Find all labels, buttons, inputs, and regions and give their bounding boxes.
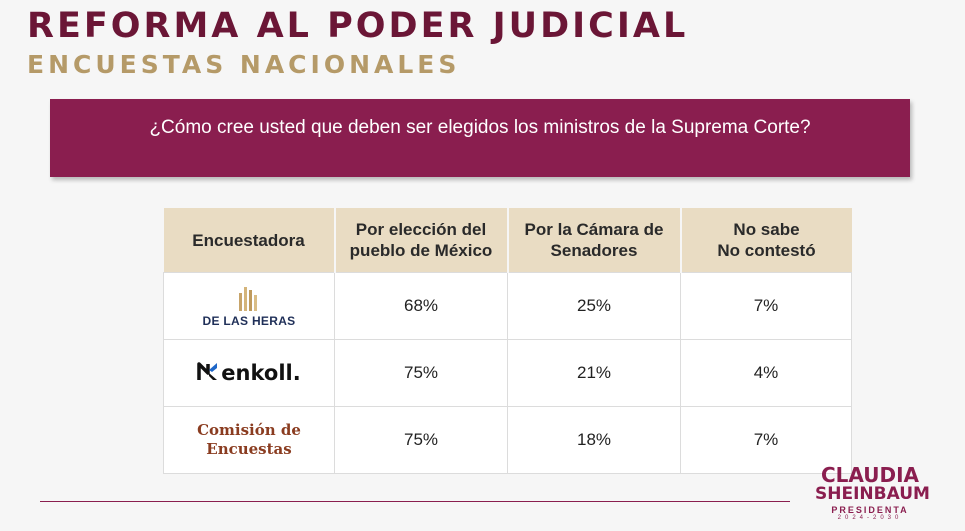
brand-years: 2024-2030 (837, 515, 903, 521)
pollster-cell: DE LAS HERAS (163, 272, 335, 340)
comision-de-encuestas-logo: Comisión de Encuestas (165, 421, 333, 459)
pollster-cell: Comisión de Encuestas (163, 406, 335, 474)
noanswer-value: 7% (680, 406, 852, 474)
popular-value: 68% (334, 272, 508, 340)
de-las-heras-logo: DE LAS HERAS (165, 285, 333, 328)
pollster-cell: enkoll. (163, 339, 335, 407)
popular-value: 75% (334, 406, 508, 474)
columns-icon (237, 285, 261, 313)
noanswer-value: 7% (680, 272, 852, 340)
header-popular-line2: pueblo de México (349, 241, 493, 260)
brand-role: PRESIDENTA (831, 505, 909, 515)
header-senate-line2: Senadores (550, 241, 638, 260)
enkoll-name: enkoll. (221, 361, 301, 385)
table-row: enkoll. 75% 21% 4% (163, 339, 852, 407)
header-popular-line1: Por elección del (355, 220, 487, 239)
header-popular-election: Por elección del pueblo de México (334, 208, 509, 273)
table-header-row: Encuestadora Por elección del pueblo de … (163, 208, 852, 273)
senate-value: 21% (507, 339, 681, 407)
footer-divider (40, 501, 790, 502)
table-row: DE LAS HERAS 68% 25% 7% (163, 272, 852, 340)
popular-value: 75% (334, 339, 508, 407)
de-las-heras-name: DE LAS HERAS (202, 313, 296, 328)
header-senate-line1: Por la Cámara de (524, 220, 664, 239)
table-row: Comisión de Encuestas 75% 18% 7% (163, 406, 852, 474)
enkoll-logo: enkoll. (165, 360, 333, 387)
comision-line1: Comisión de (197, 421, 301, 439)
header-noanswer-line2: No contestó (717, 241, 816, 260)
noanswer-value: 4% (680, 339, 852, 407)
brand-last-name: SHEINBAUM (815, 484, 930, 504)
header-pollster: Encuestadora (163, 208, 336, 273)
survey-results-table: Encuestadora Por elección del pueblo de … (163, 208, 852, 474)
question-banner: ¿Cómo cree usted que deben ser elegidos … (50, 99, 910, 177)
question-text: ¿Cómo cree usted que deben ser elegidos … (149, 117, 811, 138)
header-no-answer: No sabe No contestó (680, 208, 852, 273)
comision-line2: Encuestas (206, 440, 292, 458)
header-noanswer-line1: No sabe (733, 220, 800, 239)
senate-value: 25% (507, 272, 681, 340)
header-senate: Por la Cámara de Senadores (507, 208, 682, 273)
slide-subtitle: ENCUESTAS NACIONALES (27, 50, 461, 79)
brand-logo: CLAUDIA SHEINBAUM PRESIDENTA 2024-2030 (815, 463, 930, 521)
brand-first-name: CLAUDIA (820, 463, 920, 487)
senate-value: 18% (507, 406, 681, 474)
enkoll-mark-icon (197, 360, 219, 387)
slide-title: REFORMA AL PODER JUDICIAL (27, 6, 689, 46)
